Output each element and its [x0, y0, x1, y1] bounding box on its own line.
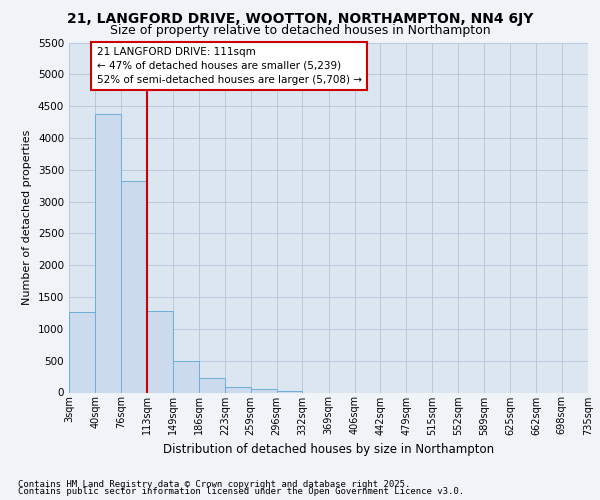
Bar [225, 388, 251, 392]
Bar [121, 181, 147, 392]
Text: Contains HM Land Registry data © Crown copyright and database right 2025.: Contains HM Land Registry data © Crown c… [18, 480, 410, 489]
Text: 21 LANGFORD DRIVE: 111sqm
← 47% of detached houses are smaller (5,239)
52% of se: 21 LANGFORD DRIVE: 111sqm ← 47% of detac… [97, 47, 362, 85]
Y-axis label: Number of detached properties: Number of detached properties [22, 130, 32, 305]
Text: 21, LANGFORD DRIVE, WOOTTON, NORTHAMPTON, NN4 6JY: 21, LANGFORD DRIVE, WOOTTON, NORTHAMPTON… [67, 12, 533, 26]
Bar [277, 390, 302, 392]
Bar [95, 114, 121, 392]
Bar [147, 311, 173, 392]
Text: Contains public sector information licensed under the Open Government Licence v3: Contains public sector information licen… [18, 488, 464, 496]
Text: Size of property relative to detached houses in Northampton: Size of property relative to detached ho… [110, 24, 490, 37]
Bar [69, 312, 95, 392]
X-axis label: Distribution of detached houses by size in Northampton: Distribution of detached houses by size … [163, 443, 494, 456]
Bar [251, 389, 277, 392]
Bar [173, 360, 199, 392]
Bar [199, 378, 225, 392]
